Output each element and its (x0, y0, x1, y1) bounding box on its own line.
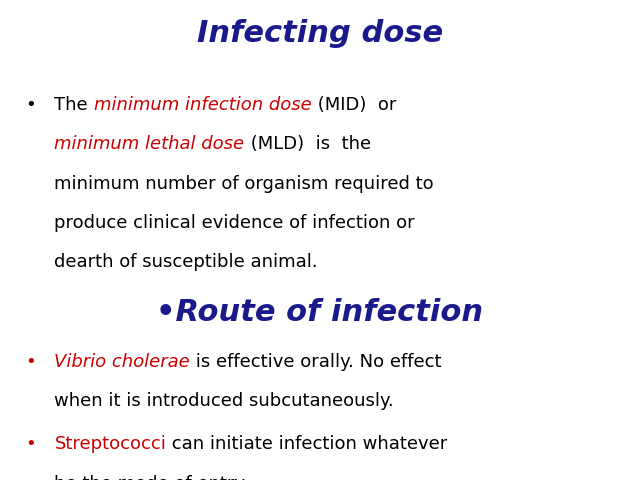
Text: can initiate infection whatever: can initiate infection whatever (166, 435, 447, 454)
Text: minimum infection dose: minimum infection dose (94, 96, 312, 114)
Text: (MID)  or: (MID) or (312, 96, 396, 114)
Text: be the mode of entry.: be the mode of entry. (54, 475, 248, 480)
Text: •: • (26, 353, 36, 371)
Text: minimum lethal dose: minimum lethal dose (54, 135, 244, 153)
Text: Infecting dose: Infecting dose (197, 19, 443, 48)
Text: Streptococci: Streptococci (54, 435, 166, 454)
Text: dearth of susceptible animal.: dearth of susceptible animal. (54, 253, 318, 271)
Text: The: The (54, 96, 94, 114)
Text: Vibrio cholerae: Vibrio cholerae (54, 353, 190, 371)
Text: minimum number of organism required to: minimum number of organism required to (54, 175, 434, 192)
Text: •: • (26, 96, 36, 114)
Text: (MLD)  is  the: (MLD) is the (244, 135, 371, 153)
Text: when it is introduced subcutaneously.: when it is introduced subcutaneously. (54, 392, 394, 410)
Text: •: • (26, 435, 36, 454)
Text: produce clinical evidence of infection or: produce clinical evidence of infection o… (54, 214, 415, 232)
Text: is effective orally. No effect: is effective orally. No effect (190, 353, 442, 371)
Text: •Route of infection: •Route of infection (156, 298, 484, 326)
